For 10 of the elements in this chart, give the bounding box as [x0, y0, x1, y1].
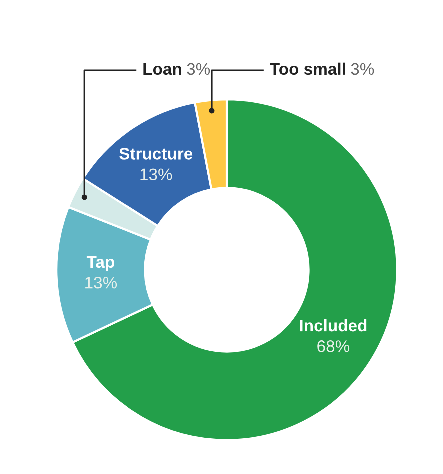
data-label: 3%: [351, 63, 374, 76]
data-label: 3%: [187, 63, 210, 76]
slice-label: Included: [300, 319, 367, 332]
slice-label: Loan: [144, 63, 182, 76]
slice-label: Tap: [86, 256, 114, 272]
data-label: 68%: [318, 340, 350, 352]
data-label: 13%: [140, 168, 172, 181]
slice-label: Too small: [270, 62, 346, 76]
data-label: 13%: [86, 276, 118, 289]
slice-label: Structure: [120, 148, 193, 160]
